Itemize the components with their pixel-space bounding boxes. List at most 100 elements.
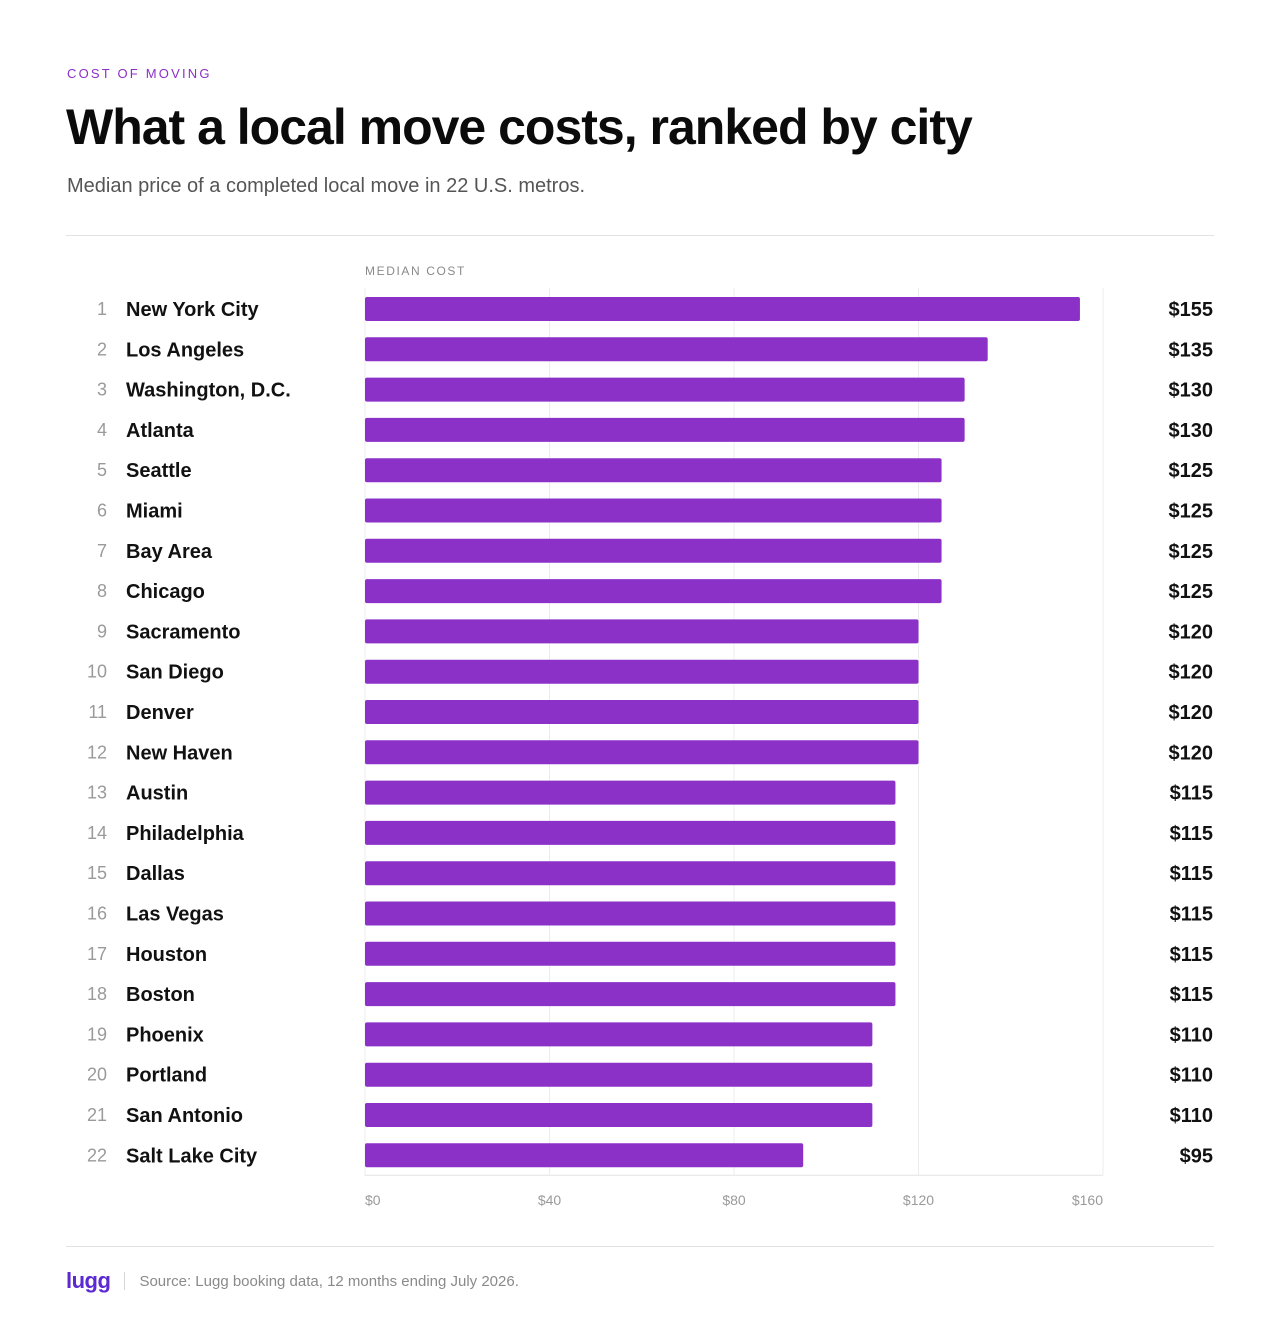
value-label: $115 [1170,944,1213,966]
bar-row: 11 Denver $120 [88,700,1213,724]
rank-label: 6 [97,501,107,521]
value-label: $110 [1170,1065,1213,1087]
bar-chart: MEDIAN COST 1 New York City $155 2 Los Angel… [87,264,1214,1208]
lugg-logo[interactable]: lugg [66,1268,111,1293]
eyebrow-label: COST OF MOVING [67,66,212,81]
bar [365,417,965,442]
rank-label: 12 [87,742,107,762]
city-label: Denver [126,702,194,724]
bar-row: 1 New York City $155 [97,297,1213,321]
rank-label: 2 [97,339,107,359]
rank-label: 16 [87,904,107,924]
bar [365,982,896,1007]
bar [365,659,919,684]
rank-label: 14 [87,823,107,843]
value-label: $155 [1169,299,1214,321]
bar-row: 21 San Antonio $110 [87,1103,1213,1127]
bar-row: 14 Philadelphia $115 [87,820,1213,845]
bar-row: 12 New Haven $120 [87,740,1214,765]
value-label: $120 [1169,662,1214,684]
x-tick-label: $80 [722,1192,746,1208]
value-label: $125 [1169,460,1214,482]
value-label: $125 [1169,581,1214,603]
x-tick-label: $0 [365,1192,381,1208]
bar [365,740,919,765]
city-label: New York City [126,299,260,321]
city-label: Bay Area [126,541,213,563]
bar [365,700,919,724]
value-label: $115 [1170,904,1213,926]
value-label: $130 [1169,380,1214,402]
bar-row: 6 Miami $125 [97,498,1214,523]
value-label: $130 [1169,420,1214,442]
bar [365,941,896,966]
bottom-divider [66,1246,1214,1247]
bar [365,861,896,886]
city-label: New Haven [126,742,233,764]
bar-row: 22 Salt Lake City $95 [87,1143,1213,1168]
axis-title: MEDIAN COST [365,264,466,278]
bar [365,619,919,644]
city-label: Boston [126,984,195,1006]
rank-label: 13 [87,783,107,803]
bar [365,377,965,402]
bar [365,1143,804,1168]
city-label: Chicago [126,581,205,603]
chart-subtitle: Median price of a completed local move i… [67,175,586,197]
bar [365,1103,873,1127]
city-label: Dallas [126,863,185,885]
value-label: $115 [1170,863,1213,885]
city-label: Seattle [126,460,192,482]
bar-row: 7 Bay Area $125 [97,538,1213,563]
value-label: $120 [1169,742,1214,764]
footer-divider [124,1272,126,1290]
bar-row: 19 Phoenix $110 [87,1022,1213,1047]
value-label: $120 [1169,702,1214,724]
city-label: Phoenix [126,1024,204,1046]
bar-row: 17 Houston $115 [87,941,1213,966]
rank-label: 3 [97,380,107,400]
x-tick-label: $120 [903,1192,934,1208]
bar-row: 16 Las Vegas $115 [87,901,1213,926]
bar-row: 2 Los Angeles $135 [97,337,1213,362]
rank-label: 18 [87,984,107,1004]
value-label: $115 [1170,823,1213,845]
city-label: San Diego [126,662,224,684]
city-label: Austin [126,783,188,805]
value-label: $125 [1169,501,1214,523]
bar-row: 10 San Diego $120 [87,659,1214,684]
value-label: $115 [1170,984,1213,1006]
city-label: Atlanta [126,420,195,442]
rank-label: 1 [97,299,107,319]
value-label: $110 [1170,1024,1213,1046]
value-label: $110 [1170,1105,1213,1127]
bar [365,579,942,604]
value-label: $115 [1170,783,1213,805]
rank-label: 4 [97,420,107,440]
bar-rows: 1 New York City $155 2 Los Angeles $135 3 Washi… [87,297,1214,1168]
rank-label: 9 [97,621,107,641]
source-note: Source: Lugg booking data, 12 months end… [139,1272,519,1290]
x-tick-label: $40 [538,1192,562,1208]
bar-row: 5 Seattle $125 [97,458,1214,483]
rank-label: 19 [87,1024,107,1044]
city-label: Sacramento [126,621,241,643]
rank-label: 5 [97,460,107,480]
city-label: Houston [126,944,207,966]
bar-row: 20 Portland $110 [87,1062,1213,1087]
bar [365,820,896,845]
rank-label: 10 [87,662,107,682]
city-label: San Antonio [126,1105,243,1127]
rank-label: 22 [87,1145,107,1165]
bar [365,1062,873,1087]
bar [365,498,942,523]
rank-label: 15 [87,863,107,883]
bar-row: 3 Washington, D.C. $130 [97,377,1214,402]
rank-label: 11 [88,702,107,722]
value-label: $120 [1169,621,1214,643]
city-label: Miami [126,501,183,523]
bar [365,337,988,362]
footer: lugg Source: Lugg booking data, 12 month… [66,1266,519,1296]
city-label: Las Vegas [126,904,224,926]
top-divider [66,235,1214,236]
